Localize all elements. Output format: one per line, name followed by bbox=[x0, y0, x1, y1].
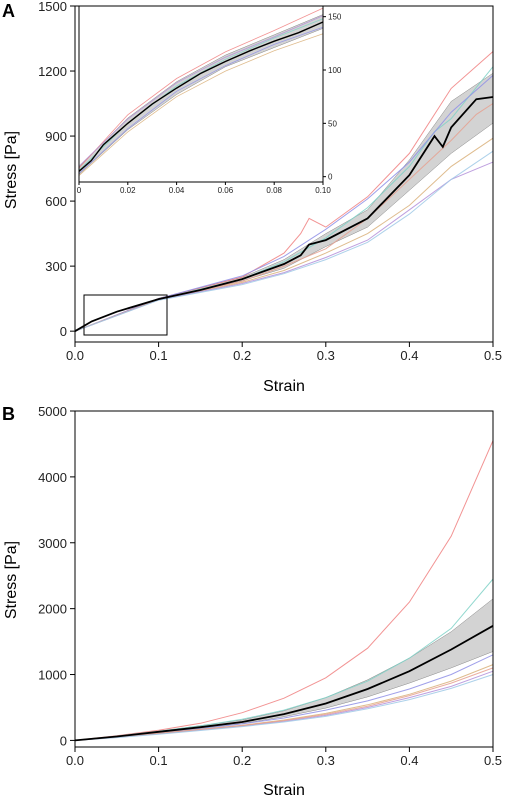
panel-b-chart: 0.0 0.1 0.2 0.3 0.4 0.5 0 1000 2000 3000 4000 5000 bbox=[38, 404, 502, 768]
inset-trace-1 bbox=[78, 7, 324, 169]
panel-a-trace-1 bbox=[74, 51, 494, 332]
inset-trace-5 bbox=[78, 15, 324, 167]
panel-b-mean-line bbox=[74, 625, 494, 742]
panel-b-trace-7 bbox=[74, 674, 494, 741]
inset-y-tick-label: 50 bbox=[328, 119, 337, 128]
inset-x-tick-label: 0.08 bbox=[266, 186, 282, 195]
panel-b-x-axis-title: Strain bbox=[263, 782, 305, 797]
panel-a-x-tick-label: 0.0 bbox=[66, 348, 84, 363]
panel-a-zoom-box bbox=[83, 294, 168, 336]
inset-frame bbox=[78, 5, 324, 183]
panel-b-y-tick-label: 0 bbox=[60, 733, 67, 748]
panel-a-y-tick-label: 600 bbox=[45, 194, 67, 209]
panel-a-x-tick-label: 0.1 bbox=[150, 348, 168, 363]
inset-mean-line bbox=[78, 21, 324, 172]
inset-x-tick-label: 0.04 bbox=[169, 186, 185, 195]
inset-x-tick-label: 0.06 bbox=[218, 186, 234, 195]
panel-b-trace-1 bbox=[74, 440, 494, 741]
panel-a-x-tick-label: 0.5 bbox=[484, 348, 502, 363]
panel-a-inset-chart: 0 0.02 0.04 0.06 0.08 0.10 0 50 100 150 bbox=[77, 5, 342, 195]
panel-a-y-tick-label: 300 bbox=[45, 259, 67, 274]
panel-letter-a: A bbox=[2, 1, 15, 21]
panel-a-y-tick-label: 1500 bbox=[38, 0, 67, 14]
inset-trace-3 bbox=[78, 26, 324, 174]
panel-a-trace-3 bbox=[74, 75, 494, 332]
panel-b-x-tick-label: 0.3 bbox=[317, 753, 335, 768]
inset-x-tick-label: 0.10 bbox=[315, 186, 331, 195]
panel-a-trace-5 bbox=[74, 161, 494, 332]
panel-a-trace-7 bbox=[74, 150, 494, 332]
panel-b-x-tick-label: 0.1 bbox=[150, 753, 168, 768]
panel-letter-b: B bbox=[2, 404, 15, 424]
panel-b-trace-6 bbox=[74, 667, 494, 741]
panel-a-x-axis-title: Strain bbox=[263, 378, 305, 395]
panel-a-y-tick-label: 900 bbox=[45, 129, 67, 144]
panel-b-x-tick-label: 0.0 bbox=[66, 753, 84, 768]
inset-x-tick-label: 0.02 bbox=[120, 186, 136, 195]
panel-b-confidence-band bbox=[74, 598, 494, 741]
panel-a-mean-line bbox=[74, 96, 494, 332]
panel-b-y-tick-label: 2000 bbox=[38, 602, 67, 617]
panel-b-y-tick-label: 4000 bbox=[38, 470, 67, 485]
panel-b-y-axis-title: Stress [Pa] bbox=[3, 541, 20, 619]
inset-y-tick-label: 0 bbox=[328, 173, 333, 182]
inset-x-tick-label: 0 bbox=[77, 186, 82, 195]
panel-b-frame bbox=[74, 410, 494, 748]
panel-a-y-axis-title: Stress [Pa] bbox=[3, 131, 20, 209]
panel-b-x-tick-label: 0.2 bbox=[233, 753, 251, 768]
inset-trace-4 bbox=[78, 33, 324, 176]
panel-b-y-tick-label: 3000 bbox=[38, 536, 67, 551]
panel-a-y-tick-label: 1200 bbox=[38, 64, 67, 79]
panel-a-x-tick-label: 0.4 bbox=[400, 348, 418, 363]
inset-y-tick-label: 100 bbox=[328, 66, 342, 75]
panel-a-x-tick-label: 0.3 bbox=[317, 348, 335, 363]
panel-b-y-tick-label: 1000 bbox=[38, 668, 67, 683]
panel-b-x-tick-label: 0.4 bbox=[400, 753, 418, 768]
panel-b-y-tick-label: 5000 bbox=[38, 404, 67, 419]
panel-a-y-tick-label: 0 bbox=[60, 324, 67, 339]
panel-b-trace-4 bbox=[74, 664, 494, 741]
inset-y-tick-label: 150 bbox=[328, 13, 342, 22]
panel-a-x-tick-label: 0.2 bbox=[233, 348, 251, 363]
panel-b-x-tick-label: 0.5 bbox=[484, 753, 502, 768]
